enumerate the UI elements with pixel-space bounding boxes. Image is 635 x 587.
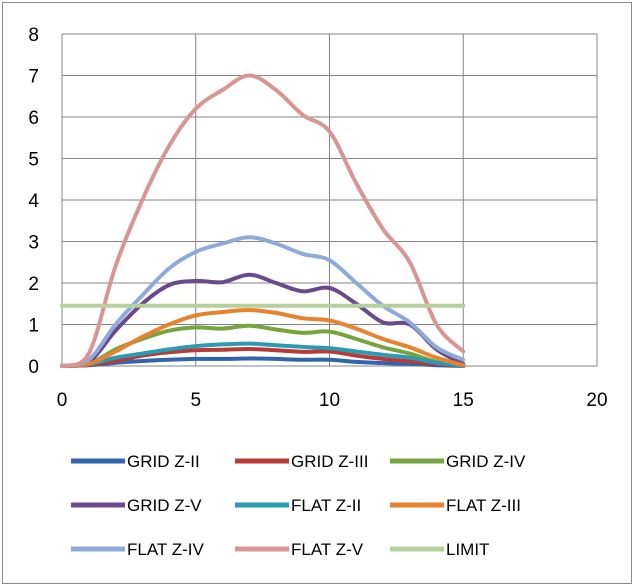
y-tick-label: 3	[28, 233, 39, 254]
gridlines	[61, 33, 598, 367]
series-line-grid-z-iii	[60, 346, 466, 368]
series-line-grid-z-v	[60, 272, 466, 368]
y-tick-label: 4	[28, 191, 39, 212]
y-tick-label: 8	[28, 25, 39, 46]
legend-label: GRID Z-V	[127, 496, 202, 515]
series-lines	[60, 73, 466, 368]
y-axis-ticks: 0 1 2 3 4 5 6 7 8	[28, 25, 39, 378]
y-tick-label: 2	[28, 274, 39, 295]
legend-label: GRID Z-IV	[446, 452, 526, 471]
legend-label: GRID Z-II	[127, 452, 200, 471]
series-line-flat-z-ii	[60, 341, 466, 368]
x-axis-ticks: 0 5 10 15 20	[57, 390, 608, 411]
x-tick-label: 20	[586, 390, 607, 411]
series-line-flat-z-v	[60, 73, 466, 368]
x-tick-label: 0	[57, 390, 68, 411]
legend-label: FLAT Z-V	[291, 540, 364, 559]
y-tick-label: 6	[28, 108, 39, 129]
legend-label: GRID Z-III	[291, 452, 368, 471]
legend-label: FLAT Z-III	[446, 496, 521, 515]
y-tick-label: 7	[28, 67, 39, 88]
series-line-flat-z-iv	[60, 235, 466, 368]
y-tick-label: 1	[28, 316, 39, 337]
legend: GRID Z-II GRID Z-III GRID Z-IV GRID Z-V FLAT…	[71, 452, 526, 559]
x-tick-label: 10	[319, 390, 340, 411]
legend-label: FLAT Z-IV	[127, 540, 204, 559]
series-line-grid-z-ii	[60, 356, 466, 368]
series-line-flat-z-iii	[60, 307, 466, 368]
legend-label: LIMIT	[446, 540, 489, 559]
y-tick-label: 5	[28, 150, 39, 171]
y-tick-label: 0	[28, 357, 39, 378]
x-tick-label: 5	[190, 390, 201, 411]
x-tick-label: 15	[453, 390, 474, 411]
legend-label: FLAT Z-II	[291, 496, 361, 515]
